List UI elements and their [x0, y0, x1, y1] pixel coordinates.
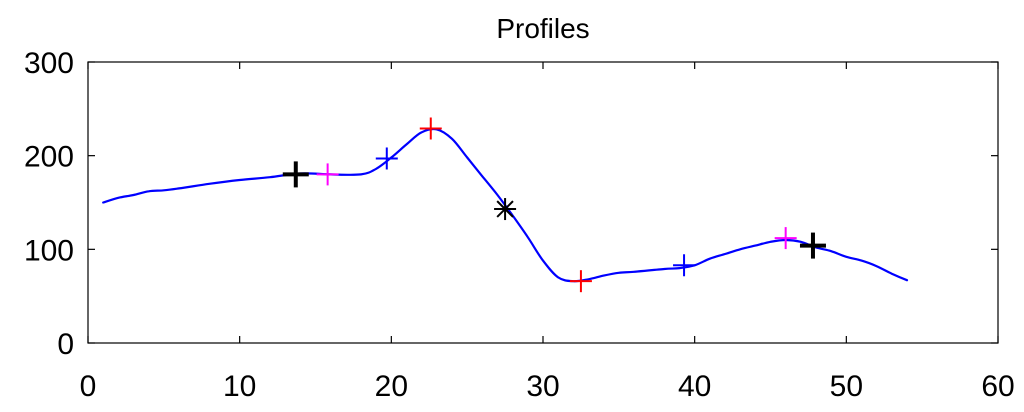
marker-layer — [282, 117, 826, 293]
x-tick-label: 50 — [830, 370, 863, 403]
y-tick-label: 200 — [24, 141, 74, 174]
plus-marker — [569, 270, 592, 293]
x-tick-label: 20 — [375, 370, 408, 403]
chart-title: Profiles — [496, 13, 589, 44]
plus-marker — [799, 232, 826, 259]
y-tick-label: 300 — [24, 47, 74, 80]
tick-label-layer: 0 10 20 30 40 50 60 0 100 200 300 — [24, 47, 1015, 403]
y-tick-label: 100 — [24, 234, 74, 267]
plus-marker — [774, 227, 797, 250]
x-tick-label: 40 — [678, 370, 711, 403]
plus-marker — [375, 147, 398, 170]
x-tick-label: 30 — [526, 370, 559, 403]
x-tick-label: 0 — [80, 370, 97, 403]
plus-marker — [419, 117, 442, 140]
plus-marker — [673, 254, 696, 277]
y-tick-label: 0 — [57, 328, 74, 361]
axes-frame — [87, 61, 999, 344]
tick-layer — [87, 61, 999, 344]
x-tick-label: 10 — [223, 370, 256, 403]
x-tick-label: 60 — [981, 370, 1014, 403]
star-marker — [494, 198, 517, 221]
series-layer — [102, 127, 909, 283]
plus-marker — [316, 163, 339, 186]
profile-series-line — [102, 127, 909, 283]
plus-marker — [282, 161, 309, 188]
